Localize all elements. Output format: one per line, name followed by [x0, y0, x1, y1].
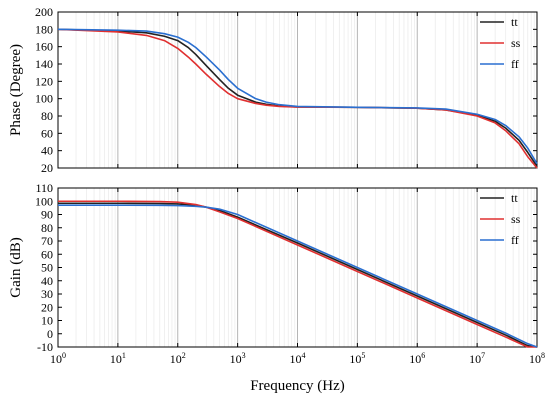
phase-legend-label-ss: ss	[511, 36, 521, 50]
gain-y-tick-label: -10	[37, 340, 53, 354]
gain-legend-label-ff: ff	[511, 233, 519, 247]
gain-legend-label-ss: ss	[511, 212, 521, 226]
gain-y-tick-label: 100	[35, 194, 53, 208]
gain-x-tick-label: 107	[469, 351, 485, 366]
phase-legend-label-ff: ff	[511, 57, 519, 71]
phase-series-line-ff	[57, 28, 538, 165]
gain-y-tick-label: 90	[41, 208, 53, 222]
phase-panel: 20 40 60 80 100 120 140 160 180 200 tt ss ff Phase (D…	[8, 5, 538, 175]
phase-y-tick-label: 100	[35, 92, 53, 106]
gain-x-tick-label: 103	[230, 351, 246, 366]
gain-y-tick-label: 0	[47, 327, 53, 341]
gain-x-tick-label: 105	[349, 351, 365, 366]
gain-y-tick-label: 110	[35, 181, 53, 195]
x-axis-title: Frequency (Hz)	[250, 378, 345, 394]
phase-y-tick-label: 200	[35, 5, 53, 19]
phase-y-tick-label: 20	[41, 161, 53, 175]
phase-y-tick-label: 140	[35, 57, 53, 71]
gain-x-tick-label: 108	[529, 351, 545, 366]
phase-y-tick-label: 80	[41, 109, 53, 123]
phase-y-tick-label: 180	[35, 22, 53, 36]
phase-y-tick-label: 40	[41, 144, 53, 158]
gain-y-axis-title: Gain (dB)	[8, 237, 24, 297]
phase-y-tick-label: 60	[41, 126, 53, 140]
gain-x-tick-label: 101	[110, 351, 126, 366]
gain-series-line-tt	[58, 202, 538, 348]
gain-x-tick-label: 102	[170, 351, 186, 366]
gain-legend-label-tt: tt	[511, 191, 518, 205]
gain-x-tick-label: 104	[290, 351, 306, 366]
gain-y-tick-label: 80	[41, 221, 53, 235]
phase-y-tick-label: 120	[35, 74, 53, 88]
gain-y-tick-label: 50	[41, 261, 53, 275]
gain-y-tick-label: 20	[41, 300, 53, 314]
phase-legend-label-tt: tt	[511, 15, 518, 29]
phase-y-axis-title: Phase (Degree)	[8, 44, 24, 136]
phase-y-tick-label: 160	[35, 40, 53, 54]
gain-series-line-ff	[58, 204, 538, 348]
gain-y-tick-label: 40	[41, 274, 53, 288]
gain-y-tick-label: 70	[41, 234, 53, 248]
gain-x-tick-label: 106	[409, 351, 425, 366]
phase-series-line-ss	[57, 28, 538, 169]
gain-y-tick-label: 30	[41, 287, 53, 301]
gain-series-line-ss	[58, 200, 537, 348]
phase-series-line-tt	[57, 28, 538, 167]
gain-x-tick-label: 100	[50, 351, 66, 366]
gain-y-tick-label: 60	[41, 247, 53, 261]
gain-y-tick-label: 10	[41, 314, 53, 328]
